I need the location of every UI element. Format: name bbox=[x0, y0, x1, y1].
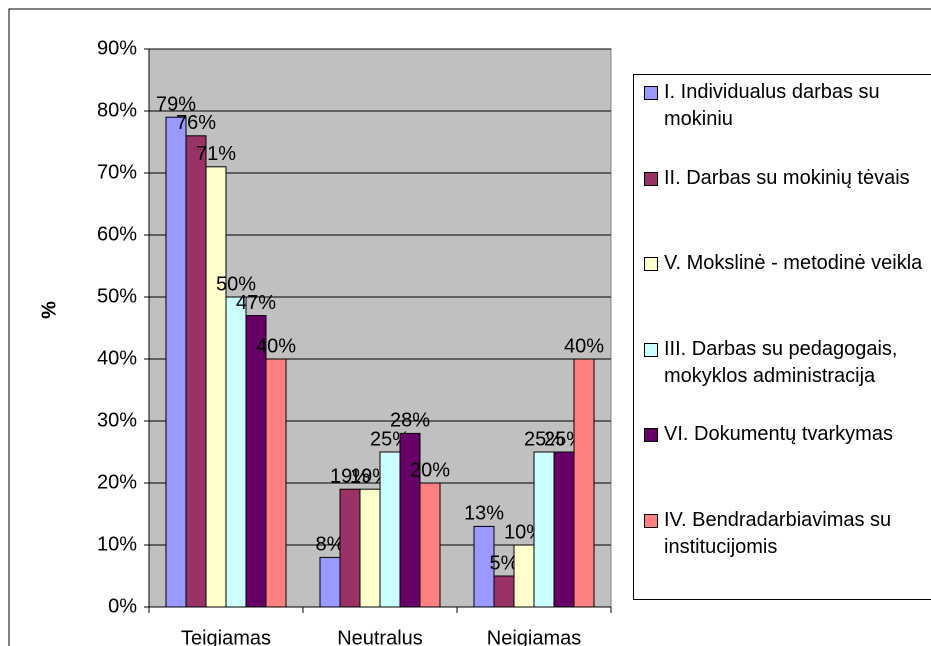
data-label: 28% bbox=[390, 410, 430, 432]
y-tick-label: 60% bbox=[97, 223, 137, 245]
x-tick-label: Teigiamas bbox=[181, 627, 271, 646]
legend-swatch bbox=[644, 428, 658, 442]
bar bbox=[533, 451, 555, 608]
y-tick-label: 30% bbox=[97, 409, 137, 431]
x-tick-label: Neigiamas bbox=[487, 627, 581, 646]
legend-swatch bbox=[644, 257, 658, 271]
data-label: 19% bbox=[330, 465, 370, 487]
bar bbox=[493, 575, 515, 608]
data-label: 13% bbox=[464, 503, 504, 525]
bar bbox=[319, 556, 341, 608]
data-label: 40% bbox=[564, 335, 604, 357]
data-label: 79% bbox=[156, 93, 196, 115]
legend-label: III. Darbas su pedagogais, mokyklos admi… bbox=[664, 337, 898, 387]
bar bbox=[419, 482, 441, 608]
bar bbox=[513, 544, 535, 608]
data-label: 40% bbox=[256, 335, 296, 357]
bar bbox=[185, 135, 207, 608]
legend-label: VI. Dokumentų tvarkymas bbox=[664, 423, 893, 445]
legend-label: II. Darbas su mokinių tėvais bbox=[664, 166, 910, 189]
y-tick-label: 80% bbox=[97, 99, 137, 121]
legend-label: V. Mokslinė - metodinė veikla bbox=[664, 252, 923, 274]
data-label: 25% bbox=[524, 428, 564, 450]
y-tick-label: 50% bbox=[97, 285, 137, 307]
bar bbox=[473, 525, 495, 608]
bar bbox=[339, 488, 361, 608]
bar bbox=[573, 358, 595, 608]
bar bbox=[205, 166, 227, 608]
data-label: 71% bbox=[196, 143, 236, 165]
y-tick-label: 20% bbox=[97, 471, 137, 493]
legend-entry: I. Individualus darbas su mokiniu bbox=[644, 79, 931, 133]
legend-label: I. Individualus darbas su mokiniu bbox=[664, 81, 880, 130]
chart-border bbox=[8, 8, 931, 646]
y-tick-label: 40% bbox=[97, 347, 137, 369]
bar bbox=[379, 451, 401, 608]
legend-entry: II. Darbas su mokinių tėvais bbox=[644, 165, 931, 192]
data-label: 47% bbox=[236, 292, 276, 314]
legend-label: IV. Bendradarbiavimas su institucijomis bbox=[664, 508, 892, 558]
legend-entry: V. Mokslinė - metodinė veikla bbox=[644, 250, 931, 277]
legend-entry: III. Darbas su pedagogais, mokyklos admi… bbox=[644, 336, 931, 390]
x-tick-label: Neutralus bbox=[337, 627, 423, 646]
legend-swatch bbox=[644, 513, 658, 528]
bar bbox=[265, 358, 287, 608]
data-label: 50% bbox=[216, 273, 256, 295]
legend: I. Individualus darbas su mokiniu II. Dar… bbox=[633, 74, 931, 600]
data-label: 20% bbox=[410, 459, 450, 481]
legend-entry: VI. Dokumentų tvarkymas bbox=[644, 421, 931, 448]
legend-entry: IV. Bendradarbiavimas su institucijomis bbox=[644, 507, 931, 561]
legend-swatch bbox=[644, 86, 658, 100]
bar bbox=[553, 451, 575, 608]
y-tick-label: 70% bbox=[97, 161, 137, 183]
y-tick-label: 90% bbox=[97, 37, 137, 59]
y-tick-label: 0% bbox=[108, 595, 137, 617]
y-tick-label: 10% bbox=[97, 533, 137, 555]
data-label: 5% bbox=[490, 552, 519, 574]
bar bbox=[359, 488, 381, 608]
legend-swatch bbox=[644, 342, 658, 357]
bar bbox=[245, 315, 267, 608]
data-label: 76% bbox=[176, 112, 216, 134]
legend-swatch bbox=[644, 171, 658, 186]
bar bbox=[165, 116, 187, 608]
y-axis-label: % bbox=[38, 301, 60, 319]
data-label: 8% bbox=[316, 534, 345, 556]
bar bbox=[225, 296, 247, 608]
